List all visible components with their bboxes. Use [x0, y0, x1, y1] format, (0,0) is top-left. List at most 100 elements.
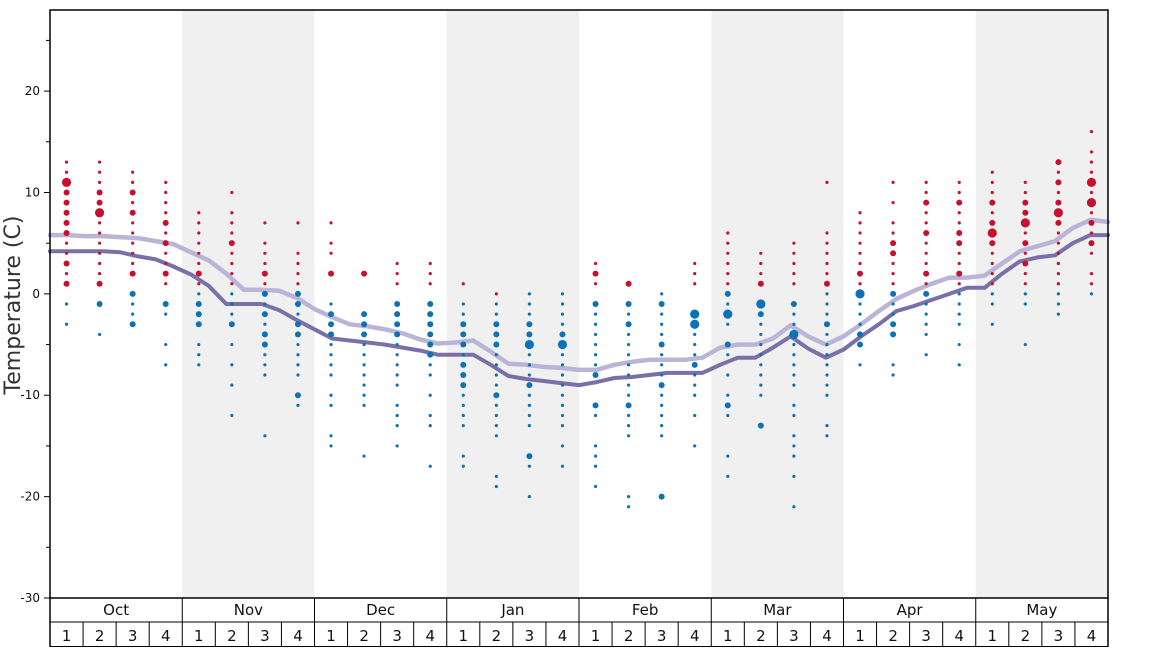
- warm-point: [64, 170, 69, 174]
- cold-point: [626, 424, 631, 428]
- cold-point: [560, 403, 565, 407]
- cold-point: [394, 321, 401, 328]
- cold-point: [660, 322, 664, 326]
- cold-point: [756, 299, 766, 309]
- cold-point: [461, 424, 465, 428]
- cold-point: [724, 290, 731, 297]
- cold-point: [823, 321, 830, 328]
- warm-point: [230, 190, 234, 195]
- warm-point: [858, 282, 862, 286]
- cold-point: [1056, 292, 1061, 296]
- warm-point: [726, 282, 730, 286]
- warm-point: [197, 241, 201, 245]
- cold-point: [693, 393, 697, 397]
- warm-point: [263, 251, 267, 255]
- cold-point: [395, 342, 399, 347]
- cold-point: [428, 424, 432, 428]
- warm-point: [329, 221, 333, 225]
- warm-point: [792, 271, 796, 276]
- month-shading: [182, 10, 1108, 598]
- warm-point: [593, 261, 598, 266]
- warm-point: [990, 282, 994, 286]
- warm-point: [296, 271, 300, 276]
- warm-point: [956, 230, 963, 237]
- cold-point: [626, 312, 631, 316]
- cold-point: [294, 290, 301, 297]
- week-label: 2: [624, 627, 634, 645]
- warm-point: [990, 271, 994, 276]
- week-label: 1: [591, 627, 601, 645]
- week-label: 1: [855, 627, 865, 645]
- warm-point: [63, 199, 70, 206]
- cold-point: [593, 322, 598, 326]
- warm-point: [1055, 159, 1062, 166]
- cold-point: [825, 383, 829, 387]
- warm-point: [230, 231, 234, 235]
- month-shade-band: [711, 10, 844, 598]
- warm-point: [428, 282, 432, 286]
- warm-point: [230, 211, 234, 215]
- warm-point: [263, 241, 267, 245]
- warm-point: [97, 251, 102, 255]
- cold-point: [493, 321, 500, 328]
- cold-point: [723, 309, 733, 319]
- cold-point: [361, 331, 368, 338]
- cold-point: [230, 302, 234, 306]
- cold-point: [1023, 292, 1027, 296]
- cold-point: [891, 302, 895, 306]
- warm-point: [891, 271, 895, 276]
- warm-point: [592, 270, 599, 277]
- week-label: 3: [260, 627, 270, 645]
- warm-point: [131, 201, 135, 205]
- warm-point: [987, 228, 997, 238]
- cold-point: [592, 371, 599, 378]
- week-label: 2: [359, 627, 369, 645]
- warm-point: [263, 221, 267, 225]
- cold-point: [626, 505, 631, 509]
- data-points: [61, 130, 1097, 509]
- warm-point: [428, 261, 432, 266]
- warm-point: [197, 231, 201, 235]
- cold-point: [394, 311, 401, 318]
- week-label: 2: [756, 627, 766, 645]
- cold-point: [855, 289, 865, 299]
- warm-point: [129, 270, 136, 277]
- cold-point: [527, 302, 532, 306]
- warm-point: [197, 211, 201, 215]
- cold-point: [891, 363, 895, 367]
- cold-point: [427, 351, 434, 358]
- cold-point: [329, 353, 333, 357]
- cold-point: [494, 383, 498, 387]
- cold-point: [362, 373, 366, 377]
- cold-point: [560, 413, 565, 418]
- cold-point: [164, 312, 168, 316]
- warm-point: [97, 231, 102, 235]
- warm-point: [164, 261, 168, 266]
- warm-point: [858, 211, 862, 215]
- cold-point: [461, 403, 465, 407]
- warm-point: [957, 221, 961, 225]
- cold-point: [524, 339, 535, 350]
- cold-point: [660, 292, 664, 296]
- warm-point: [164, 190, 168, 195]
- cold-point: [329, 444, 333, 448]
- cold-point: [427, 331, 434, 338]
- cold-point: [625, 321, 632, 328]
- cold-point: [626, 413, 631, 418]
- warm-point: [63, 189, 70, 196]
- warm-point: [1056, 251, 1061, 255]
- cold-point: [460, 371, 467, 378]
- cold-point: [129, 290, 136, 297]
- cold-point: [162, 301, 169, 307]
- cold-point: [460, 341, 467, 348]
- warm-point: [858, 261, 862, 266]
- warm-point: [230, 221, 234, 225]
- warm-point: [823, 280, 830, 287]
- warm-point: [129, 189, 136, 196]
- warm-point: [263, 282, 267, 286]
- month-shade-band: [975, 10, 1108, 598]
- warm-point: [162, 240, 169, 247]
- cold-point: [560, 353, 565, 357]
- cold-point: [461, 413, 465, 418]
- cold-point: [328, 331, 335, 338]
